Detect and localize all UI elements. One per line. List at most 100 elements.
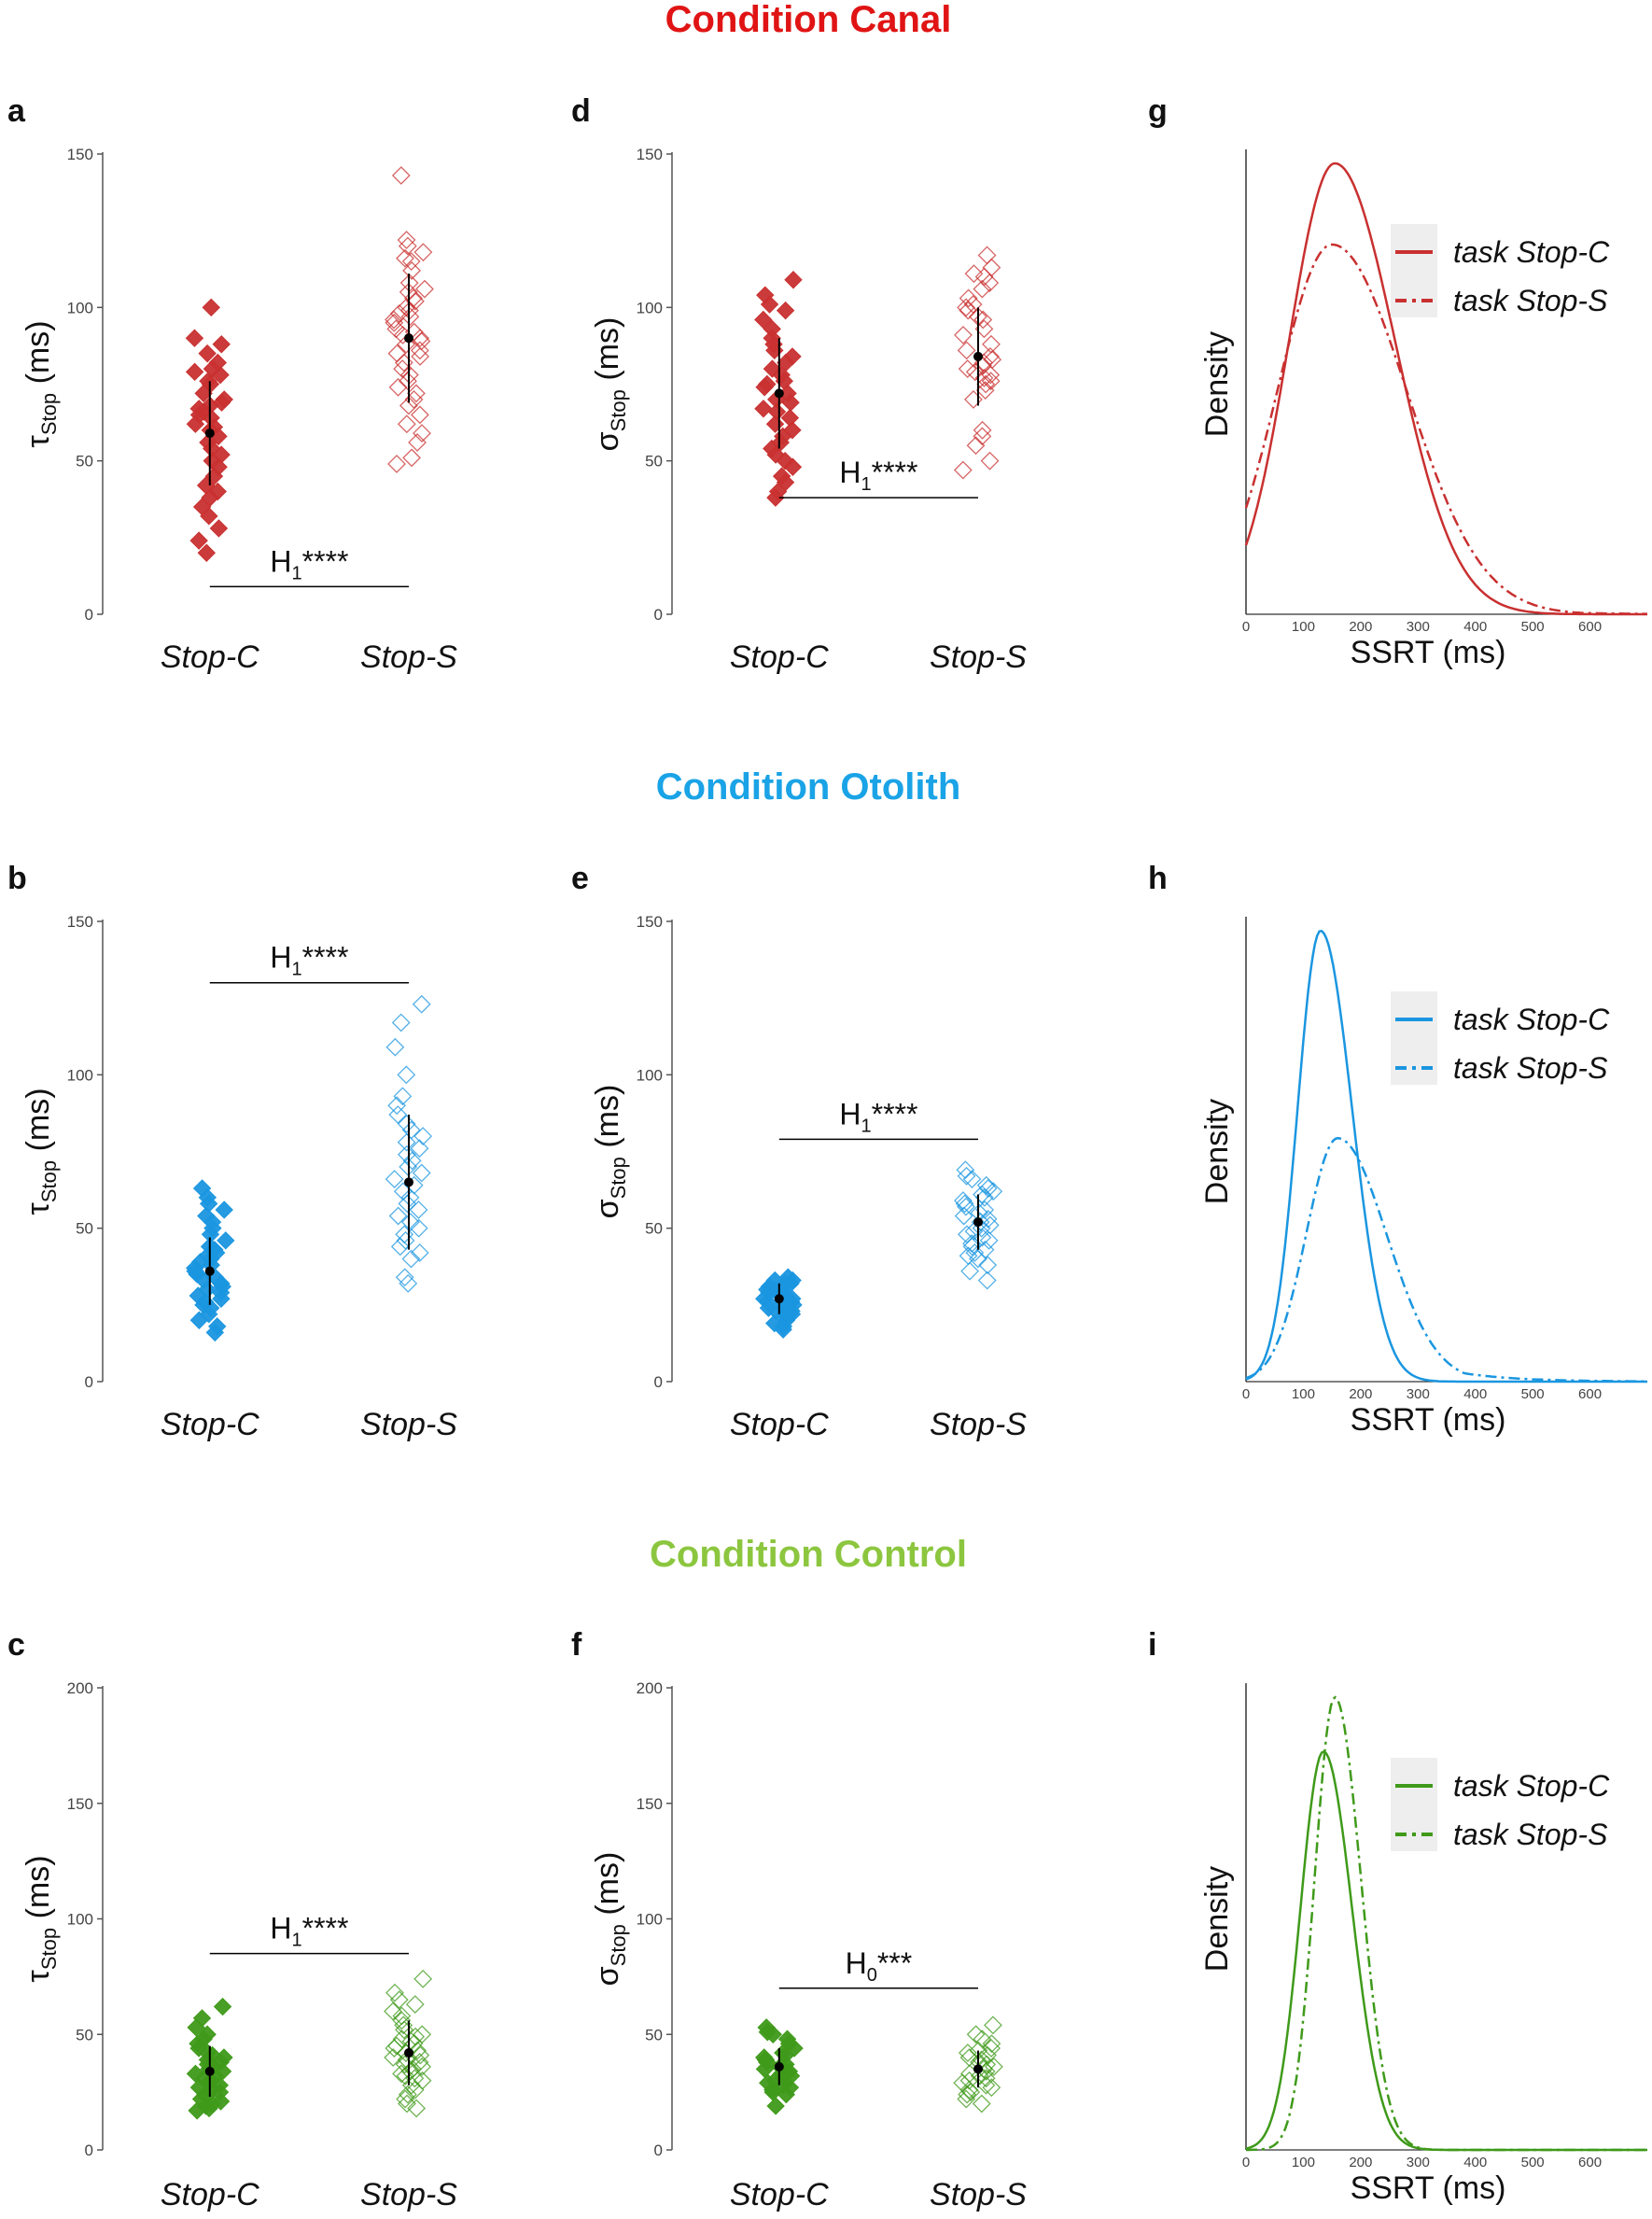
x-tick-label: 200: [1349, 619, 1372, 635]
data-point-stop-s: [415, 279, 434, 299]
panel-letter-c: c: [7, 1627, 25, 1663]
panel-i: 0 100 200 300 400 500 600 Density SSRT (ms) task …: [1199, 1683, 1647, 2206]
category-label: Stop-S: [360, 1407, 457, 1442]
data-point-stop-c: [186, 414, 205, 433]
legend-label: task Stop-S: [1453, 1051, 1607, 1085]
data-point-stop-s: [384, 2048, 403, 2067]
data-point-stop-s: [977, 2055, 997, 2074]
data-point-stop-s: [385, 1170, 404, 1188]
category-label: Stop-S: [930, 1407, 1027, 1442]
data-point-stop-s: [400, 1187, 420, 1207]
y-tick-label: 0: [85, 606, 93, 624]
y-tick-label: 200: [637, 1679, 663, 1697]
data-point-stop-s: [407, 384, 426, 403]
data-point-stop-s: [397, 1132, 416, 1152]
y-tick-label: 150: [67, 913, 93, 931]
mean-dot: [404, 333, 413, 344]
mean-dot: [204, 2066, 215, 2076]
x-tick-label: 0: [1242, 1386, 1250, 1402]
data-point-stop-s: [401, 1249, 421, 1269]
mean-dot: [774, 1294, 784, 1304]
x-tick-label: 300: [1407, 2155, 1430, 2170]
legend-label: task Stop-C: [1453, 1003, 1610, 1036]
data-point-stop-s: [388, 1206, 408, 1226]
data-point-stop-s: [411, 329, 429, 348]
mean-dot: [204, 428, 215, 439]
data-point-stop-s: [973, 2029, 992, 2049]
data-point-stop-s: [973, 427, 992, 446]
data-point-stop-s: [970, 2066, 989, 2086]
y-tick-label: 50: [645, 453, 663, 470]
mean-dot: [774, 2061, 784, 2072]
category-label: Stop-C: [161, 639, 259, 675]
data-point-stop-c: [189, 531, 208, 550]
data-point-stop-s: [982, 2039, 1001, 2058]
condition-title-control: Condition Control: [650, 1534, 967, 1575]
data-point-stop-s: [384, 2001, 402, 2021]
mean-dot: [404, 1177, 413, 1187]
data-point-stop-s: [957, 298, 975, 317]
data-point-stop-c: [187, 2018, 205, 2037]
category-label: Stop-C: [730, 2177, 829, 2212]
data-point-stop-s: [413, 1127, 433, 1145]
panel-letter-i: i: [1148, 1627, 1156, 1663]
y-tick-label: 0: [654, 2142, 663, 2159]
data-point-stop-c: [760, 295, 779, 314]
data-point-stop-s: [956, 1160, 975, 1180]
legend-key-background: [1391, 1758, 1437, 1851]
y-tick-label: 100: [637, 1911, 663, 1929]
data-point-stop-s: [409, 1218, 428, 1238]
panel-letter-g: g: [1148, 93, 1168, 129]
panel-b: 0 50 100 150 τStop (ms) Stop-C Stop-S H1****: [21, 913, 457, 1442]
y-tick-label: 0: [654, 1373, 663, 1391]
data-point-stop-s: [413, 1969, 433, 1988]
data-point-stop-c: [185, 329, 204, 347]
data-point-stop-s: [392, 2011, 412, 2030]
panel-f: 0 50 100 150 200 σStop (ms) Stop-C Stop-S H0***: [590, 1679, 1027, 2212]
category-label: Stop-S: [930, 639, 1027, 675]
legend-key-background: [1391, 991, 1437, 1085]
data-point-stop-s: [410, 405, 429, 425]
x-tick-label: 600: [1578, 2155, 1602, 2170]
data-point-stop-s: [410, 341, 429, 360]
data-point-stop-s: [388, 1105, 408, 1124]
legend-label: task Stop-C: [1453, 1769, 1610, 1803]
data-point-stop-s: [982, 2078, 1001, 2098]
y-tick-label: 200: [67, 1679, 93, 1697]
data-point-stop-s: [397, 1115, 416, 1133]
y-tick-label: 150: [637, 1795, 663, 1813]
data-point-stop-s: [953, 460, 973, 480]
panel-h: 0 100 200 300 400 500 600 Density SSRT (ms) task …: [1199, 917, 1647, 1438]
x-tick-label: 400: [1463, 2155, 1487, 2170]
y-axis-label: σStop (ms): [590, 1852, 630, 1987]
data-point-stop-s: [960, 1261, 980, 1281]
data-point-stop-c: [766, 488, 785, 507]
data-point-stop-s: [954, 1206, 973, 1226]
data-point-stop-s: [389, 1990, 409, 2010]
data-point-stop-c: [784, 271, 803, 289]
x-tick-label: 600: [1578, 1386, 1602, 1402]
legend-label: task Stop-S: [1453, 284, 1607, 317]
data-point-stop-s: [408, 433, 427, 452]
data-point-stop-c: [215, 1201, 233, 1219]
data-point-stop-c: [783, 457, 803, 476]
data-point-stop-s: [982, 2034, 1001, 2054]
y-tick-label: 150: [67, 146, 93, 163]
data-point-stop-c: [189, 1311, 209, 1329]
panel-e: 0 50 100 150 σStop (ms) Stop-C Stop-S H1****: [590, 913, 1027, 1442]
mean-dot: [204, 1266, 215, 1276]
density-curve-stop-s: [1244, 243, 1647, 615]
x-tick-label: 100: [1292, 2155, 1315, 2170]
y-tick-label: 0: [85, 1373, 93, 1391]
panel-letter-e: e: [571, 861, 589, 896]
x-tick-label: 100: [1292, 1386, 1315, 1402]
data-point-stop-s: [980, 274, 1000, 292]
panel-letter-d: d: [571, 93, 591, 129]
mean-dot: [973, 351, 983, 361]
data-point-stop-s: [976, 2069, 996, 2088]
data-point-stop-s: [410, 1243, 429, 1262]
data-point-stop-s: [398, 1194, 417, 1214]
data-point-stop-s: [391, 166, 411, 185]
data-point-stop-s: [976, 2075, 996, 2095]
data-point-stop-s: [400, 1213, 420, 1232]
